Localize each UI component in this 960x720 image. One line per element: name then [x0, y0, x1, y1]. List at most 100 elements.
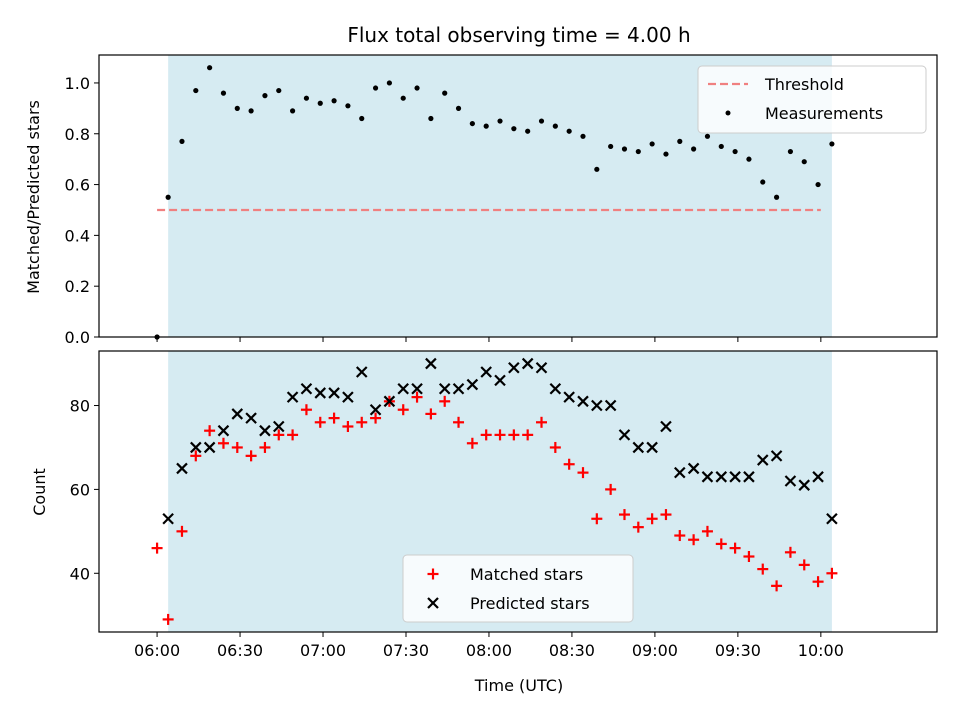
- ratio-x-ticks: [156, 337, 822, 342]
- legend-predicted-swatch: [427, 597, 439, 609]
- count-y-tick-label: 80: [70, 397, 90, 416]
- matched-star-point: [162, 613, 174, 625]
- measurement-point: [663, 151, 669, 157]
- matched-star-point: [715, 538, 727, 550]
- measurement-point: [262, 93, 268, 99]
- measurement-point: [635, 148, 641, 155]
- measurement-point: [815, 181, 821, 188]
- matched-star-point: [508, 429, 520, 441]
- measurement-point: [580, 133, 586, 139]
- predicted-star-point: [591, 399, 603, 412]
- matched-star-point: [273, 429, 285, 441]
- predicted-star-point: [508, 361, 520, 374]
- count-x-tick-label: 07:30: [383, 641, 429, 660]
- measurement-point: [207, 65, 213, 71]
- matched-star-point: [300, 404, 312, 416]
- predicted-star-point: [328, 387, 340, 399]
- matched-star-point: [688, 534, 700, 546]
- matched-star-point: [563, 458, 575, 470]
- predicted-star-point: [770, 450, 783, 462]
- matched-star-point: [577, 467, 589, 479]
- count-y-axis-label: Count: [30, 468, 49, 516]
- predicted-star-point: [646, 441, 658, 454]
- count-y-tick-label: 40: [70, 564, 90, 583]
- count-x-ticks: 06:00 06:30 07:00 07:30 08:00 08:30 09:00 09:30…: [134, 632, 844, 660]
- matched-star-point: [151, 542, 163, 554]
- predicted-star-point: [826, 512, 838, 525]
- measurement-point: [608, 143, 614, 150]
- predicted-star-point: [743, 471, 755, 483]
- legend-measurements-swatch: [725, 110, 731, 116]
- predicted-star-point: [784, 475, 797, 487]
- matched-star-point: [190, 450, 202, 462]
- matched-star-point: [356, 416, 368, 428]
- predicted-star-point: [355, 366, 368, 378]
- measurement-point: [691, 146, 697, 152]
- measurement-point: [746, 156, 752, 162]
- ratio-y-axis-label: Matched/Predicted stars: [24, 100, 43, 294]
- measurement-point: [594, 166, 600, 172]
- predicted-star-point: [687, 462, 700, 475]
- matched-star-point: [701, 525, 713, 537]
- matched-star-point: [757, 563, 769, 575]
- ratio-y-tick-label: 0.6: [65, 176, 90, 195]
- measurement-point: [760, 179, 766, 185]
- matched-star-point: [411, 391, 423, 403]
- predicted-star-point: [452, 382, 465, 395]
- count-y-ticks: 40 60 80: [70, 397, 99, 583]
- matched-star-point: [314, 416, 326, 428]
- predicted-star-point: [425, 357, 437, 370]
- matched-star-point: [618, 509, 630, 521]
- measurement-point: [234, 105, 240, 111]
- matched-star-point: [217, 437, 229, 449]
- legend-matched-swatch: [427, 568, 439, 580]
- measurement-point: [372, 85, 379, 91]
- measurement-point: [220, 90, 227, 96]
- matched-star-point: [743, 551, 755, 563]
- matched-star-point: [397, 404, 409, 416]
- predicted-star-point: [549, 382, 562, 395]
- matched-star-point: [549, 441, 561, 453]
- ratio-panel: 0.0 0.2 0.4 0.6 0.8 1.0 Matched/Predicted sta…: [24, 54, 938, 347]
- count-panel-frame: [98, 350, 938, 633]
- measurement-point: [483, 123, 489, 129]
- matched-star-point: [231, 441, 243, 453]
- count-legend: Matched stars Predicted stars: [402, 554, 634, 623]
- matched-star-point: [480, 429, 492, 441]
- measurement-point: [801, 159, 807, 165]
- count-x-tick-label: 09:30: [715, 641, 761, 660]
- measurement-point: [773, 194, 780, 200]
- measurement-point: [511, 126, 517, 132]
- predicted-star-point: [300, 382, 313, 395]
- measurement-point: [538, 118, 545, 124]
- measurement-point: [317, 100, 323, 106]
- predicted-star-point: [577, 395, 589, 408]
- x-axis-label: Time (UTC): [474, 676, 563, 695]
- measurement-point: [193, 87, 199, 94]
- predicted-star-point: [618, 429, 631, 441]
- legend-measurements-label: Measurements: [765, 104, 883, 123]
- ratio-y-tick-label: 0.0: [65, 328, 90, 347]
- measurement-point: [442, 90, 448, 96]
- measurement-point: [359, 115, 365, 122]
- matched-star-point: [176, 525, 188, 537]
- predicted-star-point: [203, 441, 216, 454]
- count-x-tick-label: 08:00: [466, 641, 512, 660]
- predicted-star-point: [369, 403, 382, 416]
- matched-star-point: [646, 513, 658, 525]
- predicted-star-point: [411, 382, 423, 395]
- predicted-star-points: [162, 357, 838, 525]
- count-x-tick-label: 06:00: [134, 641, 180, 660]
- predicted-star-point: [494, 374, 506, 387]
- measurement-point: [248, 108, 254, 114]
- ratio-legend-box: [697, 65, 927, 134]
- count-x-tick-label: 10:00: [798, 641, 844, 660]
- measurement-point: [414, 85, 420, 91]
- measurement-point: [386, 80, 392, 86]
- predicted-star-point: [632, 441, 645, 454]
- ratio-y-tick-label: 0.2: [65, 277, 90, 296]
- measurement-point: [276, 87, 282, 94]
- matched-star-point: [729, 542, 741, 554]
- predicted-star-point: [729, 471, 741, 483]
- legend-threshold-label: Threshold: [764, 75, 844, 94]
